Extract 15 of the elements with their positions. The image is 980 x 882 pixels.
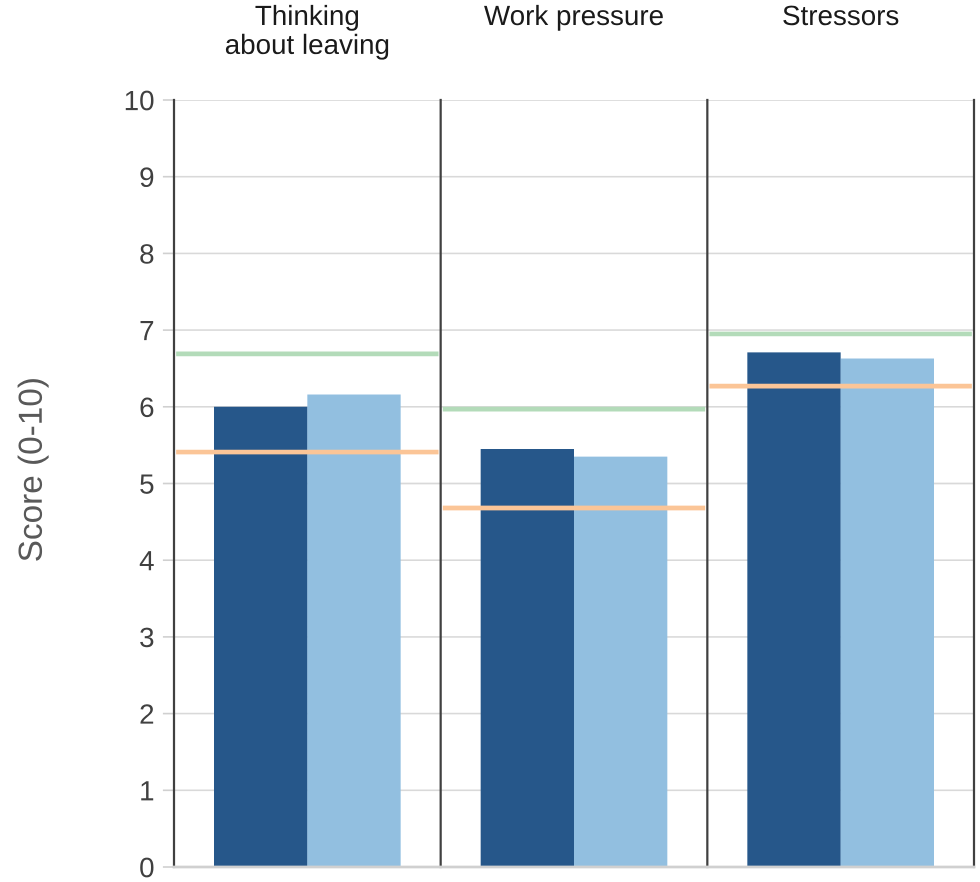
y-tick-label: 2 <box>140 704 154 724</box>
y-tick-label: 4 <box>140 551 154 570</box>
y-tick-label: 5 <box>140 474 154 494</box>
y-tick-label: 6 <box>140 397 154 418</box>
y-tick-label: 3 <box>140 628 154 648</box>
y-tick-label: 8 <box>140 244 154 264</box>
x-tick-label: Stressors <box>783 6 898 26</box>
y-tick-label: 1 <box>141 781 154 800</box>
y-tick-label: 9 <box>140 167 154 188</box>
x-tick-label: Work pressure <box>484 4 663 31</box>
y-tick-label: 0 <box>140 858 154 878</box>
y-tick-label: 7 <box>140 321 154 340</box>
y-axis-title: Score (0-10) <box>18 379 49 561</box>
y-tick-label: 10 <box>126 90 154 110</box>
x-tick-label: Thinking about leaving <box>226 4 388 60</box>
